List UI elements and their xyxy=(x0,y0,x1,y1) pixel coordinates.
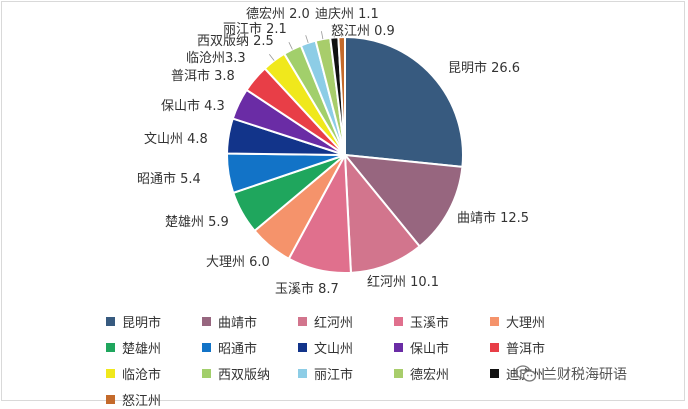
pie-slices xyxy=(227,37,463,273)
legend-swatch xyxy=(106,317,115,326)
pie-chart: 昆明市 26.6 曲靖市 12.5 红河州 10.1 玉溪市 8.7 大理州 6.0 楚雄… xyxy=(0,0,688,310)
legend-label: 保山市 xyxy=(410,338,449,357)
data-label: 红河州 10.1 xyxy=(367,274,439,290)
legend-item: 楚雄州 xyxy=(106,338,202,356)
watermark-text: 兰财税海研语 xyxy=(543,364,627,384)
legend-label: 玉溪市 xyxy=(410,312,449,331)
legend-label: 楚雄州 xyxy=(122,338,161,357)
data-label: 昭通市 5.4 xyxy=(137,171,201,187)
legend-label: 大理州 xyxy=(506,312,545,331)
legend-item: 红河州 xyxy=(298,312,394,330)
legend-item: 文山州 xyxy=(298,338,394,356)
legend-item: 丽江市 xyxy=(298,364,394,382)
data-label: 曲靖市 12.5 xyxy=(457,210,529,226)
legend-item: 曲靖市 xyxy=(202,312,298,330)
legend-swatch xyxy=(298,343,307,352)
legend-swatch xyxy=(298,317,307,326)
leader-line xyxy=(321,31,323,39)
legend-label: 文山州 xyxy=(314,338,353,357)
data-label: 玉溪市 8.7 xyxy=(275,281,339,297)
legend-swatch xyxy=(298,369,307,378)
legend-label: 昭通市 xyxy=(218,338,257,357)
wechat-icon xyxy=(515,365,537,383)
legend-swatch xyxy=(202,369,211,378)
legend-item: 德宏州 xyxy=(394,364,490,382)
data-label: 保山市 4.3 xyxy=(161,98,225,114)
legend-label: 普洱市 xyxy=(506,338,545,357)
legend-swatch xyxy=(490,317,499,326)
data-label: 丽江市 2.1 xyxy=(223,21,287,37)
data-label: 昆明市 26.6 xyxy=(448,60,520,76)
data-label: 大理州 6.0 xyxy=(206,255,270,270)
legend-item: 昭通市 xyxy=(202,338,298,356)
legend-swatch xyxy=(490,369,499,378)
legend-label: 丽江市 xyxy=(314,364,353,383)
legend-label: 红河州 xyxy=(314,312,353,331)
leader-line xyxy=(289,42,293,49)
leader-line xyxy=(306,35,309,43)
legend-label: 昆明市 xyxy=(122,312,161,331)
watermark: 兰财税海研语 xyxy=(515,362,627,386)
legend-swatch xyxy=(106,395,115,404)
legend-label: 临沧市 xyxy=(122,364,161,383)
legend: 昆明市 曲靖市 红河州 玉溪市 大理州楚雄州 昭通市 文山州 保山市 普洱市临沧市 西双版纳 丽江市… xyxy=(106,312,586,408)
legend-label: 西双版纳 xyxy=(218,364,270,383)
data-label: 迪庆州 1.1 xyxy=(315,7,379,22)
legend-item: 昆明市 xyxy=(106,312,202,330)
legend-item: 西双版纳 xyxy=(202,364,298,382)
leader-line xyxy=(269,54,274,60)
legend-swatch xyxy=(106,369,115,378)
legend-item: 怒江州 xyxy=(106,390,202,408)
data-label: 临沧州3.3 xyxy=(186,50,246,66)
legend-swatch xyxy=(394,369,403,378)
legend-swatch xyxy=(202,343,211,352)
data-label: 怒江州 0.9 xyxy=(331,24,395,39)
data-label: 德宏州 2.0 xyxy=(246,7,310,22)
legend-label: 曲靖市 xyxy=(218,312,257,331)
legend-item: 玉溪市 xyxy=(394,312,490,330)
legend-swatch xyxy=(394,317,403,326)
data-label: 文山州 4.8 xyxy=(144,132,208,147)
legend-swatch xyxy=(394,343,403,352)
legend-swatch xyxy=(202,317,211,326)
legend-item: 临沧市 xyxy=(106,364,202,382)
legend-label: 德宏州 xyxy=(410,364,449,383)
legend-label: 怒江州 xyxy=(122,390,161,409)
data-label: 楚雄州 5.9 xyxy=(165,215,229,230)
legend-swatch xyxy=(106,343,115,352)
data-label: 普洱市 3.8 xyxy=(171,68,235,84)
legend-item: 保山市 xyxy=(394,338,490,356)
legend-swatch xyxy=(490,343,499,352)
pie-slice-昆明市 xyxy=(345,37,463,167)
legend-item: 大理州 xyxy=(490,312,586,330)
legend-item: 普洱市 xyxy=(490,338,586,356)
